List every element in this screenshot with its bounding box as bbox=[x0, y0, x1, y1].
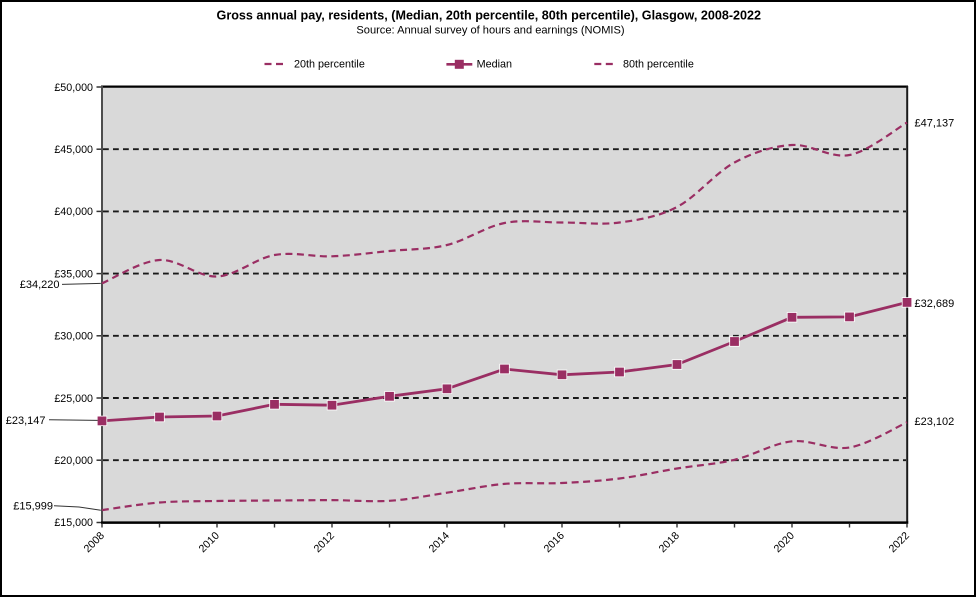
svg-text:Median: Median bbox=[477, 58, 512, 70]
svg-text:£47,137: £47,137 bbox=[915, 118, 955, 130]
svg-text:£30,000: £30,000 bbox=[54, 331, 93, 343]
svg-text:£34,220: £34,220 bbox=[20, 279, 60, 291]
svg-text:£40,000: £40,000 bbox=[54, 206, 93, 218]
svg-text:£25,000: £25,000 bbox=[54, 393, 93, 405]
svg-text:£35,000: £35,000 bbox=[54, 268, 93, 280]
svg-text:£45,000: £45,000 bbox=[54, 144, 93, 156]
svg-text:£23,147: £23,147 bbox=[6, 415, 46, 427]
svg-text:80th percentile: 80th percentile bbox=[623, 58, 694, 70]
svg-text:£32,689: £32,689 bbox=[915, 298, 955, 310]
svg-text:£15,000: £15,000 bbox=[54, 517, 93, 529]
svg-text:£50,000: £50,000 bbox=[54, 82, 93, 94]
svg-text:£23,102: £23,102 bbox=[915, 416, 955, 428]
svg-text:£20,000: £20,000 bbox=[54, 455, 93, 467]
svg-text:20th percentile: 20th percentile bbox=[294, 58, 365, 70]
svg-text:£15,999: £15,999 bbox=[13, 501, 53, 513]
svg-text:Gross annual pay, residents, (: Gross annual pay, residents, (Median, 20… bbox=[217, 8, 762, 22]
svg-text:Source: Annual survey of hours: Source: Annual survey of hours and earni… bbox=[356, 24, 624, 36]
